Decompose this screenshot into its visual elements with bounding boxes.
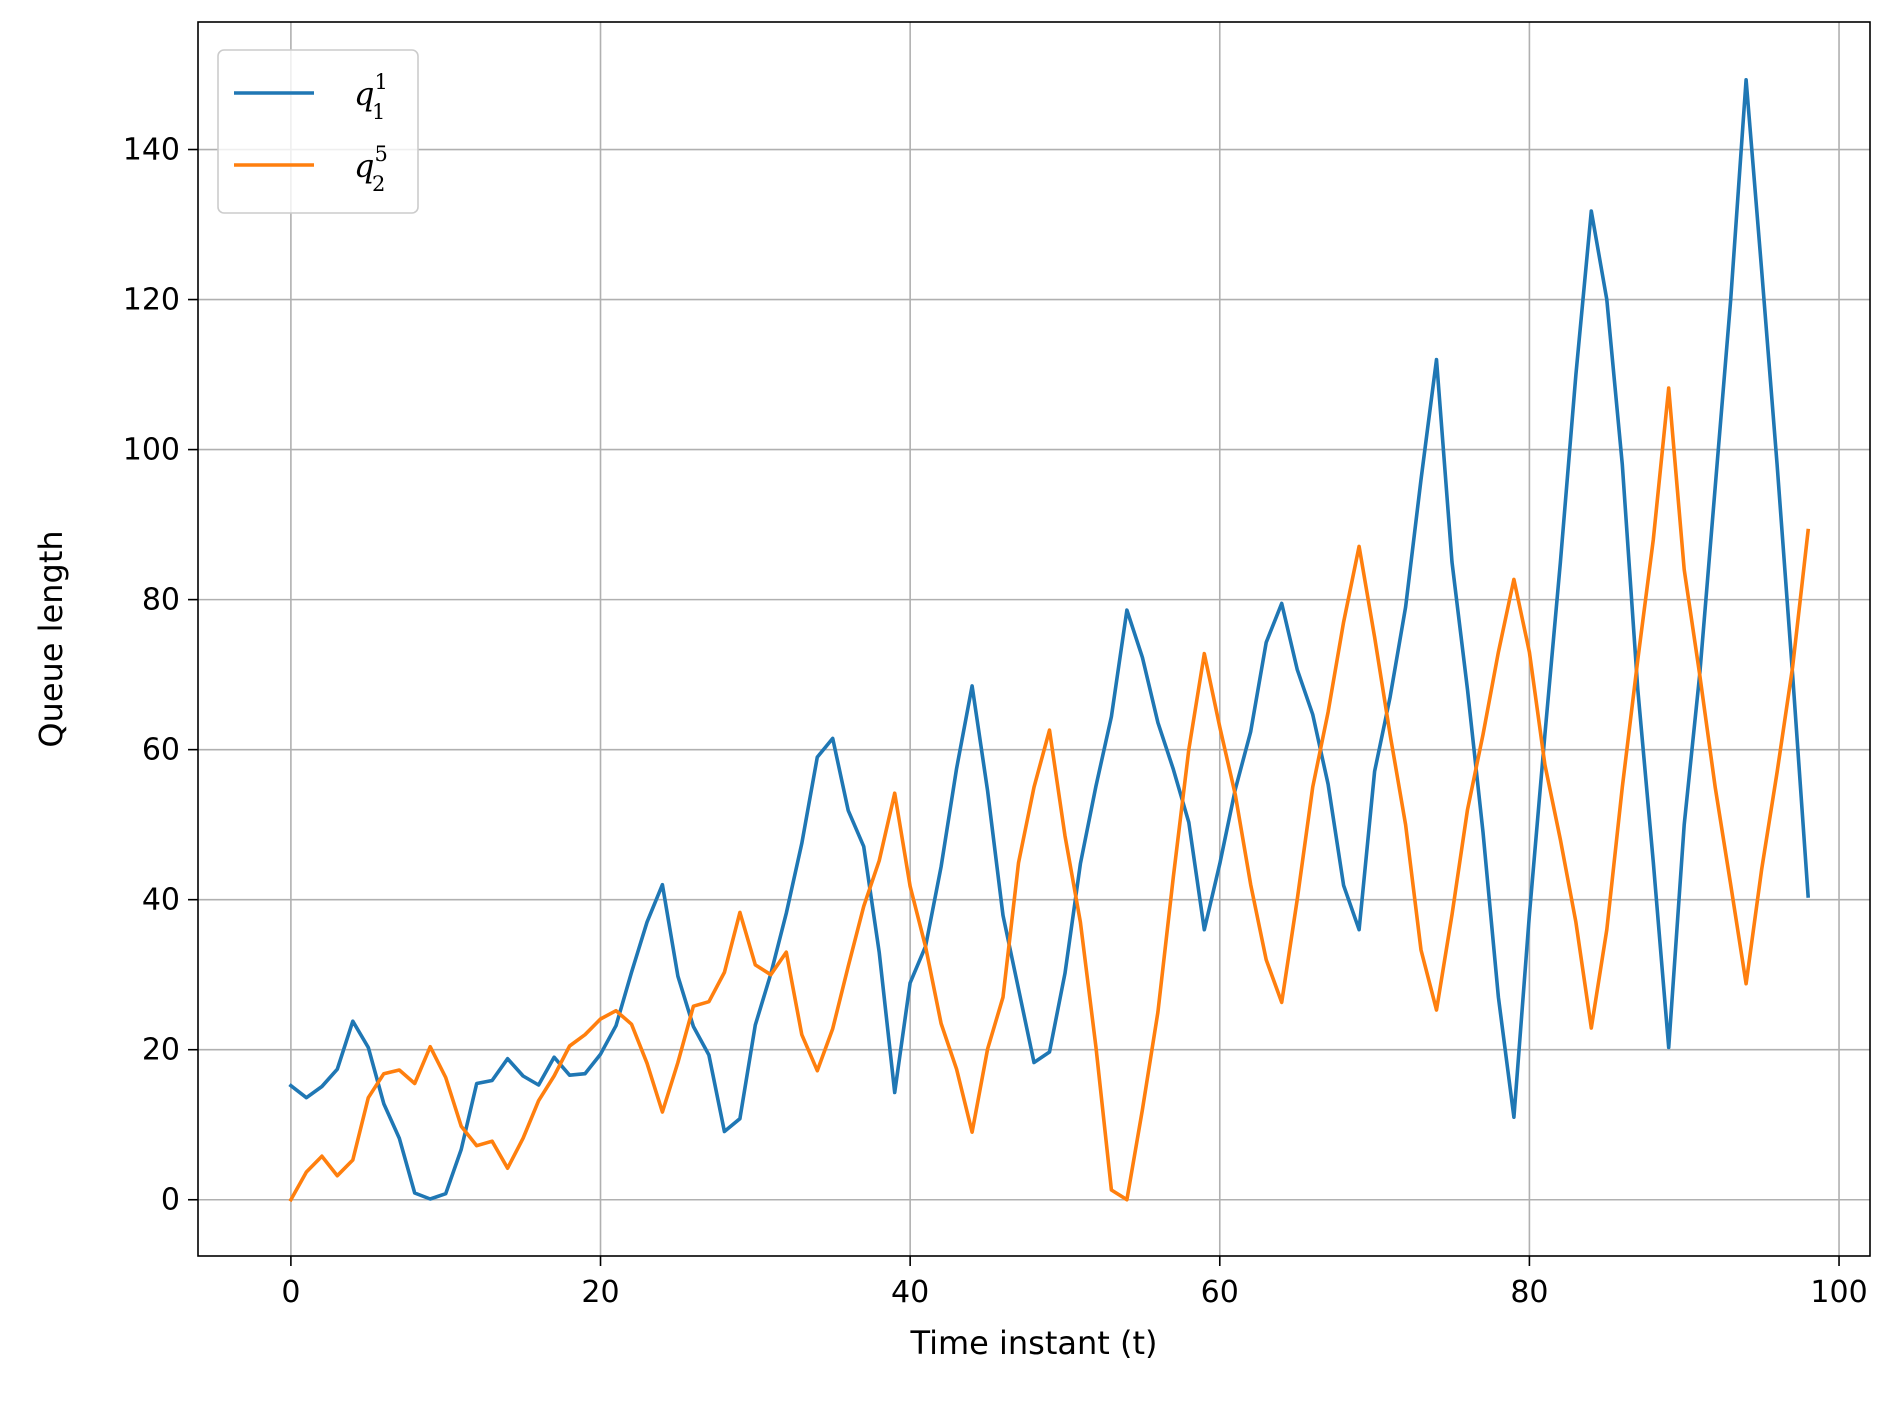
grid	[198, 22, 1870, 1256]
x-tick-label: 20	[581, 1275, 619, 1310]
x-tick-label: 0	[281, 1275, 300, 1310]
legend-entry-label: q5 2	[354, 142, 388, 196]
series-line-2	[288, 386, 1811, 1203]
y-tick-label: 40	[142, 883, 180, 918]
legend: q1 1q5 2	[217, 49, 419, 214]
x-tick-label: 80	[1510, 1275, 1548, 1310]
y-tick-label: 80	[142, 583, 180, 618]
y-tick-label: 120	[123, 283, 180, 318]
x-tick-label: 40	[891, 1275, 929, 1310]
x-axis-title: Time instant (t)	[910, 1324, 1158, 1362]
y-tick-label: 60	[142, 733, 180, 768]
x-tick-label: 60	[1201, 1275, 1239, 1310]
series-line-1	[288, 78, 1811, 1201]
legend-entry-label: q1 1	[354, 70, 388, 124]
series-layer	[288, 78, 1811, 1203]
ticks: 0 20 40 60 80 100 0 20 40 60 80 100 120 140	[123, 133, 1868, 1310]
legend-box	[217, 49, 419, 214]
x-tick-label: 100	[1810, 1275, 1867, 1310]
y-tick-label: 100	[123, 433, 180, 468]
plot-frame	[197, 21, 1871, 1257]
y-tick-label: 20	[142, 1033, 180, 1068]
y-tick-label: 140	[123, 133, 180, 168]
y-tick-label: 0	[161, 1183, 180, 1218]
y-axis-title: Queue length	[32, 530, 70, 747]
